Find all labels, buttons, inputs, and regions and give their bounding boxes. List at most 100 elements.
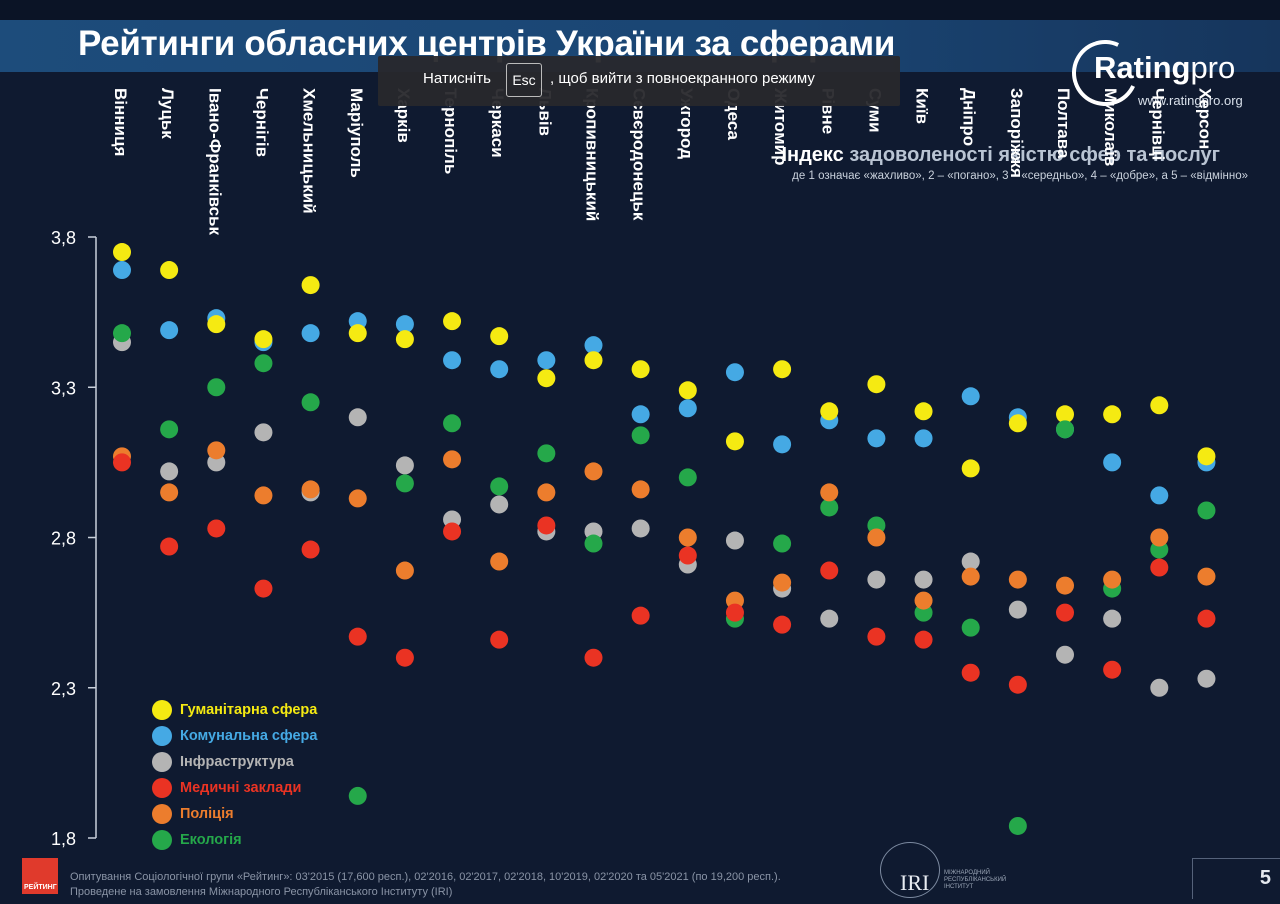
data-point [1197, 567, 1216, 586]
legend-marker-icon [152, 804, 172, 824]
category-label: Луцьк [158, 88, 177, 139]
data-point [490, 477, 509, 496]
data-point [1008, 600, 1027, 619]
page-number-box: 5 [1192, 858, 1280, 899]
data-point [160, 537, 179, 556]
data-point [584, 648, 603, 667]
data-point [584, 351, 603, 370]
category-label: Тернопіль [441, 88, 460, 174]
data-point [301, 393, 320, 412]
data-point [867, 375, 886, 394]
category-label: Івано-Франківськ [205, 88, 224, 235]
data-point [1008, 816, 1027, 835]
data-point [584, 534, 603, 553]
data-point [301, 276, 320, 295]
data-point [773, 534, 792, 553]
footer-logo-text: РЕЙТИНГ [24, 884, 57, 891]
data-point [961, 552, 980, 571]
data-point [348, 627, 367, 646]
data-point [490, 327, 509, 346]
footer-note: Опитування Соціологічної групи «Рейтинг»… [70, 870, 781, 900]
data-point [1150, 486, 1169, 505]
data-point [584, 336, 603, 355]
data-point [678, 381, 697, 400]
legend-marker-icon [152, 752, 172, 772]
legend-marker-icon [152, 778, 172, 798]
data-point [914, 429, 933, 448]
data-point [1008, 414, 1027, 433]
data-point [113, 453, 131, 472]
data-point [631, 480, 650, 499]
y-tick-label: 1,8 [51, 829, 76, 849]
data-point [1197, 447, 1216, 466]
data-point [207, 378, 226, 397]
data-point [254, 354, 273, 373]
iri-logo-text: IRI [900, 870, 930, 895]
legend-label: Екологія [180, 832, 242, 848]
data-point [537, 483, 556, 502]
data-point [443, 312, 462, 331]
footer-line-1: Опитування Соціологічної групи «Рейтинг»… [70, 871, 781, 883]
legend-marker-icon [152, 830, 172, 850]
data-point [490, 630, 509, 649]
data-point [961, 618, 980, 637]
data-point [725, 603, 744, 622]
fullscreen-notice-suffix: , щоб вийти з повноекранного режиму [550, 70, 815, 87]
data-point [584, 462, 603, 481]
logo-brand-main: Rating [1094, 50, 1191, 85]
legend-marker-icon [152, 726, 172, 746]
category-label: Вінниця [111, 88, 130, 156]
top-strip [0, 0, 1280, 20]
data-point [773, 615, 792, 634]
data-point [820, 483, 839, 502]
data-point [160, 261, 179, 280]
data-point [443, 351, 462, 370]
data-point [348, 489, 367, 508]
index-subtitle: де 1 означає «жахливо», 2 – «погано», 3 … [792, 170, 1248, 182]
data-point [773, 573, 792, 592]
data-point [773, 435, 792, 454]
esc-key-badge: Esc [506, 63, 542, 97]
category-label: Маріуполь [347, 88, 366, 178]
data-point [1056, 645, 1074, 664]
data-point [395, 474, 414, 493]
data-point [631, 426, 650, 445]
data-point [725, 531, 744, 550]
data-point [348, 408, 367, 427]
data-point [160, 321, 179, 340]
data-point [1056, 420, 1074, 439]
data-point [348, 324, 367, 343]
category-label: Хмельницький [300, 88, 319, 214]
data-point [395, 315, 414, 334]
data-point [490, 495, 509, 514]
data-point [1197, 501, 1216, 520]
data-point [1056, 405, 1074, 424]
iri-logo-subtext: МІЖНАРОДНИЙ РЕСПУБЛІКАНСЬКИЙ ІНСТИТУТ [944, 870, 1007, 890]
data-point [1150, 528, 1169, 547]
data-point [490, 360, 509, 379]
data-point [1103, 570, 1122, 589]
data-point [867, 528, 886, 547]
data-point [678, 468, 697, 487]
logo-brand: Ratingpro [1094, 50, 1235, 86]
data-point [820, 609, 839, 628]
data-point [631, 360, 650, 379]
data-point [961, 567, 980, 586]
category-label: Дніпро [960, 88, 979, 146]
data-point [537, 369, 556, 388]
data-point [725, 363, 744, 382]
rating-footer-logo: РЕЙТИНГ [22, 858, 58, 894]
data-point [160, 462, 179, 481]
footer-line-2: Проведене на замовлення Міжнародного Рес… [70, 886, 453, 898]
data-point [301, 324, 320, 343]
logo-brand-suffix: pro [1190, 50, 1236, 85]
category-label: Чернівці [1148, 88, 1167, 160]
data-point [160, 420, 179, 439]
data-point [490, 552, 509, 571]
fullscreen-notice[interactable]: Натисніть Esc , щоб вийти з повноекранно… [378, 56, 900, 106]
data-point [820, 561, 839, 580]
data-point [395, 648, 414, 667]
data-point [867, 570, 886, 589]
data-point [631, 606, 650, 625]
data-point [443, 414, 462, 433]
